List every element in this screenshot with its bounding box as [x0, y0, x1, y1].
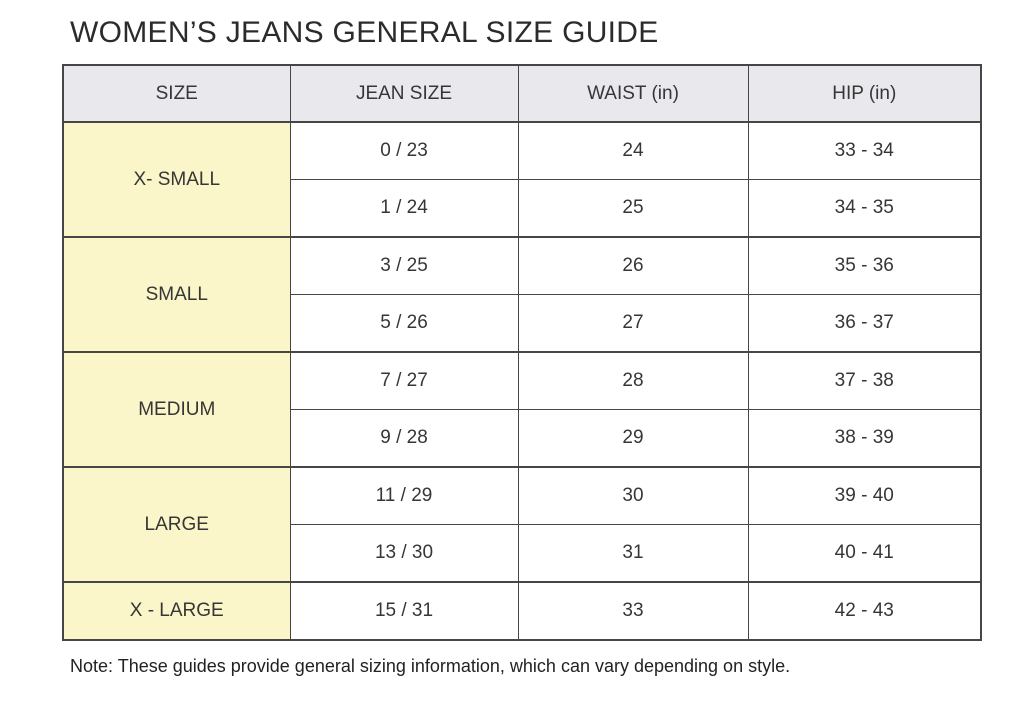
waist-cell: 33 [517, 581, 749, 641]
size-guide-table: SIZE JEAN SIZE WAIST (in) HIP (in) X- SM… [62, 64, 982, 641]
column-header-jean-size: JEAN SIZE [289, 64, 519, 123]
waist-cell: 29 [517, 409, 749, 468]
hip-cell: 36 - 37 [747, 294, 982, 353]
size-cell-x-small: X- SMALL [62, 121, 291, 238]
jean-size-cell: 7 / 27 [289, 351, 519, 410]
size-cell-medium: MEDIUM [62, 351, 291, 468]
waist-cell: 26 [517, 236, 749, 295]
table-row: 13 / 30 31 40 - 41 [63, 524, 982, 583]
waist-cell: 25 [517, 179, 749, 238]
waist-cell: 28 [517, 351, 749, 410]
note-text: Note: These guides provide general sizin… [70, 656, 791, 676]
column-header-hip: HIP (in) [747, 64, 982, 123]
table-row: 9 / 28 29 38 - 39 [63, 409, 982, 468]
hip-cell: 38 - 39 [747, 409, 982, 468]
hip-cell: 35 - 36 [747, 236, 982, 295]
jean-size-cell: 3 / 25 [289, 236, 519, 295]
hip-cell: 39 - 40 [747, 466, 982, 525]
table-row: MEDIUM 7 / 27 28 37 - 38 [62, 351, 982, 468]
table-row: SMALL 3 / 25 26 35 - 36 [62, 236, 982, 353]
size-cell-large: LARGE [62, 466, 291, 583]
size-cell-x-large: X - LARGE [62, 581, 291, 641]
size-cell-small: SMALL [62, 236, 291, 353]
jean-size-cell: 13 / 30 [289, 524, 519, 583]
table-row: X- SMALL 0 / 23 24 33 - 34 [62, 121, 982, 238]
waist-cell: 31 [517, 524, 749, 583]
jean-size-cell: 1 / 24 [289, 179, 519, 238]
hip-cell: 34 - 35 [747, 179, 982, 238]
hip-cell: 40 - 41 [747, 524, 982, 583]
jean-size-cell: 15 / 31 [289, 581, 519, 641]
jean-size-cell: 11 / 29 [289, 466, 519, 525]
table-row: LARGE 11 / 29 30 39 - 40 [62, 466, 982, 583]
waist-cell: 30 [517, 466, 749, 525]
waist-cell: 24 [517, 121, 749, 180]
jean-size-cell: 9 / 28 [289, 409, 519, 468]
hip-cell: 42 - 43 [747, 581, 982, 641]
header-row: SIZE JEAN SIZE WAIST (in) HIP (in) [62, 64, 982, 123]
hip-cell: 33 - 34 [747, 121, 982, 180]
jean-size-cell: 5 / 26 [289, 294, 519, 353]
table-row: 5 / 26 27 36 - 37 [63, 294, 982, 353]
hip-cell: 37 - 38 [747, 351, 982, 410]
waist-cell: 27 [517, 294, 749, 353]
table-row: X - LARGE 15 / 31 33 42 - 43 [62, 581, 982, 641]
column-header-size: SIZE [62, 64, 291, 123]
table-row: 1 / 24 25 34 - 35 [63, 179, 982, 238]
jean-size-cell: 0 / 23 [289, 121, 519, 180]
page-title: WOMEN’S JEANS GENERAL SIZE GUIDE [70, 16, 659, 49]
column-header-waist: WAIST (in) [517, 64, 749, 123]
